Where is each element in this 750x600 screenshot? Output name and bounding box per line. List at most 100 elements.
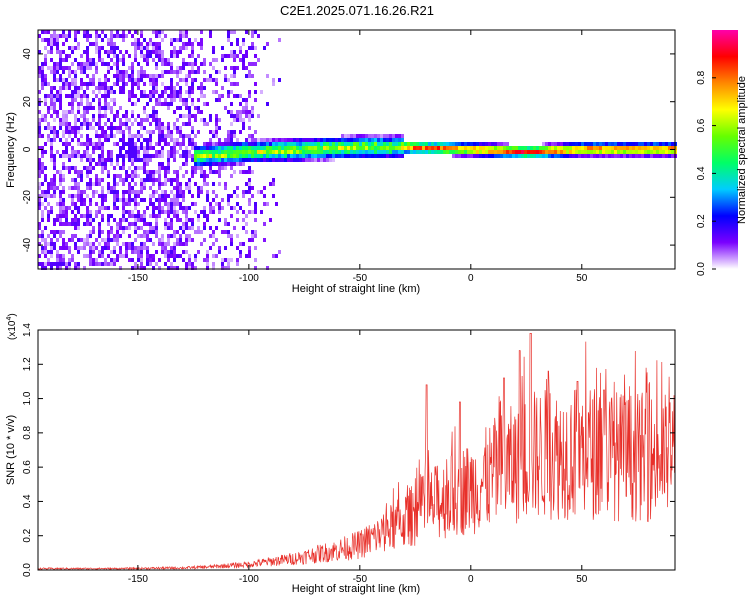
spectrogram-cell	[71, 178, 74, 182]
spectrogram-cell	[263, 46, 266, 50]
spectrogram-cell	[191, 226, 194, 230]
spectrogram-cell	[113, 190, 116, 194]
spectrogram-cell	[164, 102, 167, 106]
spectrogram-cell	[116, 46, 119, 50]
spectrogram-cell	[293, 138, 296, 142]
spectrogram-cell	[86, 166, 89, 170]
spectrogram-cell	[248, 238, 251, 242]
spectrogram-cell	[230, 162, 233, 166]
spectrogram-cell	[122, 30, 125, 34]
spectrogram-cell	[227, 158, 230, 162]
spectrogram-cell	[119, 178, 122, 182]
spectrogram-cell	[140, 214, 143, 218]
spectrogram-cell	[329, 150, 332, 154]
spectrogram-cells	[38, 30, 677, 270]
spectrogram-cell	[161, 234, 164, 238]
spectrogram-cell	[281, 138, 284, 142]
spectrogram-cell	[461, 154, 464, 158]
spectrogram-cell	[203, 222, 206, 226]
spectrogram-cell	[251, 74, 254, 78]
spectrogram-cell	[179, 130, 182, 134]
spectrogram-cell	[149, 42, 152, 46]
spectrogram-cell	[170, 94, 173, 98]
spectrogram-cell	[236, 210, 239, 214]
spectrogram-cell	[86, 34, 89, 38]
spectrogram-cell	[140, 226, 143, 230]
spectrogram-cell	[38, 122, 41, 126]
spectrogram-cell	[302, 154, 305, 158]
spectrogram-cell	[203, 162, 206, 166]
spectrogram-cell	[53, 34, 56, 38]
spectrogram-cell	[134, 202, 137, 206]
spectrogram-cell	[236, 262, 239, 266]
spectrogram-cell	[194, 254, 197, 258]
spectrogram-cell	[74, 126, 77, 130]
spectrogram-cell	[365, 142, 368, 146]
y-tick-label: 40	[22, 48, 33, 60]
spectrogram-cell	[140, 90, 143, 94]
spectrogram-cell	[134, 230, 137, 234]
spectrogram-cell	[206, 154, 209, 158]
spectrogram-cell	[101, 170, 104, 174]
spectrogram-cell	[569, 150, 572, 154]
spectrogram-cell	[143, 150, 146, 154]
spectrogram-cell	[89, 214, 92, 218]
spectrogram-cell	[83, 214, 86, 218]
spectrogram-cell	[161, 154, 164, 158]
spectrogram-cell	[221, 266, 224, 270]
spectrogram-cell	[122, 198, 125, 202]
spectrogram-cell	[143, 186, 146, 190]
spectrogram-cell	[164, 242, 167, 246]
spectrogram-cell	[215, 58, 218, 62]
spectrogram-cell	[284, 142, 287, 146]
spectrogram-cell	[44, 246, 47, 250]
spectrogram-cell	[515, 146, 518, 150]
spectrogram-cell	[89, 142, 92, 146]
spectrogram-cell	[41, 218, 44, 222]
spectrogram-cell	[248, 154, 251, 158]
spectrogram-cell	[140, 50, 143, 54]
spectrogram-cell	[56, 254, 59, 258]
spectrogram-cell	[251, 62, 254, 66]
spectrogram-cell	[89, 102, 92, 106]
spectrogram-cell	[269, 146, 272, 150]
spectrogram-cell	[50, 246, 53, 250]
spectrogram-cell	[173, 50, 176, 54]
spectrogram-cell	[119, 218, 122, 222]
spectrogram-cell	[617, 150, 620, 154]
spectrogram-cell	[134, 134, 137, 138]
spectrogram-cell	[149, 142, 152, 146]
spectrogram-cell	[41, 146, 44, 150]
spectrogram-cell	[104, 62, 107, 66]
spectrogram-cell	[206, 102, 209, 106]
spectrogram-cell	[116, 110, 119, 114]
spectrogram-cell	[368, 146, 371, 150]
spectrogram-cell	[101, 190, 104, 194]
spectrogram-cell	[41, 86, 44, 90]
spectrogram-cell	[236, 110, 239, 114]
spectrogram-cell	[158, 102, 161, 106]
spectrogram-cell	[218, 98, 221, 102]
spectrogram-cell	[248, 138, 251, 142]
spectrogram-cell	[476, 142, 479, 146]
spectrogram-cell	[83, 66, 86, 70]
spectrogram-cell	[524, 150, 527, 154]
spectrogram-cell	[176, 94, 179, 98]
spectrogram-cell	[128, 246, 131, 250]
spectrogram-cell	[170, 138, 173, 142]
spectrogram-cell	[209, 146, 212, 150]
spectrogram-cell	[266, 154, 269, 158]
spectrogram-cell	[434, 150, 437, 154]
spectrogram-cell	[518, 154, 521, 158]
spectrogram-cell	[461, 150, 464, 154]
spectrogram-cell	[287, 138, 290, 142]
spectrogram-cell	[155, 230, 158, 234]
spectrogram-cell	[197, 230, 200, 234]
spectrogram-cell	[506, 154, 509, 158]
spectrogram-cell	[77, 246, 80, 250]
spectrogram-cell	[161, 82, 164, 86]
spectrogram-cell	[74, 38, 77, 42]
spectrogram-cell	[230, 146, 233, 150]
spectrogram-cell	[251, 210, 254, 214]
